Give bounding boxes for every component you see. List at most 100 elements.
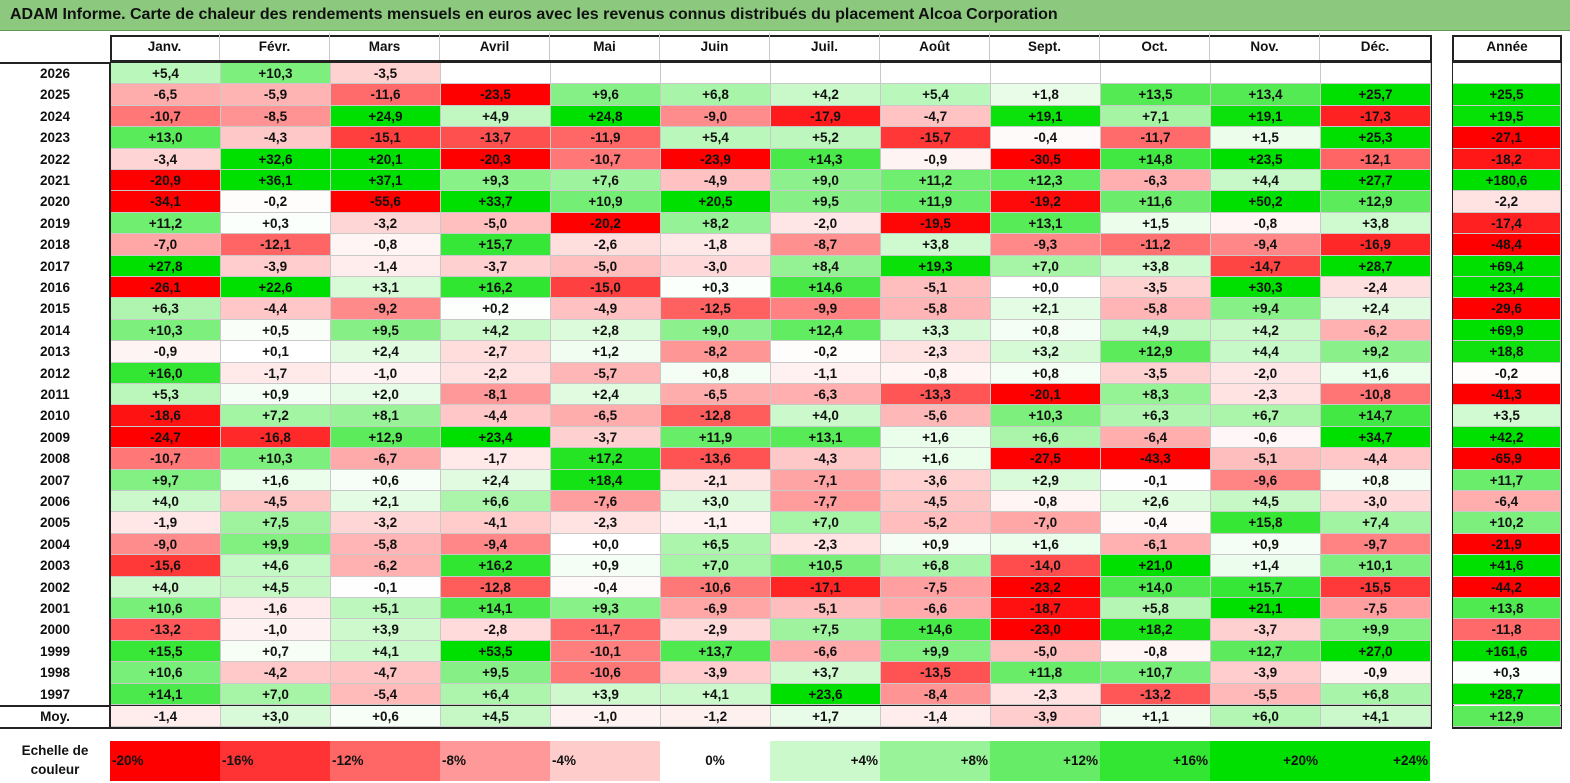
heatmap-cell: +9,3 [551,598,661,620]
year-total-cell: +0,3 [1453,662,1561,684]
heatmap-cell: +6,7 [1211,405,1321,427]
heatmap-cell: +6,8 [1321,683,1431,705]
color-scale-step: +16% [1100,741,1210,782]
heatmap-cell: +3,0 [661,491,771,513]
heatmap-cell: +7,6 [551,170,661,192]
heatmap-cell: -23,9 [661,148,771,170]
heatmap-cell: -4,7 [881,105,991,128]
row-year-label: 2022 [39,151,71,167]
heatmap-cell: -0,8 [881,362,991,384]
heatmap-cell: +9,3 [441,170,551,192]
year-total-cell: +18,8 [1453,341,1561,363]
heatmap-cell: -7,0 [111,234,221,256]
heatmap-cell [991,63,1101,85]
heatmap-cell [1321,63,1431,85]
heatmap-cell: +17,2 [551,448,661,470]
heatmap-cell: +23,6 [771,683,881,705]
year-total-cell: -0,2 [1453,362,1561,384]
heatmap-cell: +4,1 [331,640,441,663]
heatmap-cell: -0,9 [111,341,221,363]
heatmap-cell: -6,2 [331,555,441,577]
heatmap-cell: -4,5 [881,491,991,513]
heatmap-cell: +3,9 [331,619,441,641]
heatmap-cell: +1,6 [991,533,1101,556]
heatmap-cell: +4,6 [221,555,331,577]
heatmap-cell: +0,2 [441,298,551,320]
year-total-cell: +69,9 [1453,319,1561,342]
heatmap-cell: -1,6 [221,598,331,620]
heatmap-cell: -7,5 [881,576,991,598]
heatmap-cell: -0,2 [771,341,881,363]
heatmap-cell: -20,3 [441,148,551,170]
heatmap-cell: -8,1 [441,384,551,406]
average-cell: -1,2 [661,706,771,728]
heatmap-cell: +28,7 [1321,255,1431,277]
heatmap-cell: +20,5 [661,191,771,213]
heatmap-cell: +50,2 [1211,191,1321,213]
row-year-label: 1997 [39,686,71,702]
heatmap-cell: +8,2 [661,212,771,235]
heatmap-cell: +4,2 [771,84,881,106]
heatmap-cell: +1,4 [1211,555,1321,577]
heatmap-cell: -16,9 [1321,234,1431,256]
heatmap-cell: +1,5 [1211,127,1321,149]
heatmap-cell: -8,4 [881,683,991,705]
color-scale-step: +20% [1210,741,1320,782]
heatmap-cell: -3,5 [1101,362,1211,384]
heatmap-cell: -10,1 [551,640,661,663]
heatmap-cell: -3,0 [1321,491,1431,513]
heatmap-cell: +4,9 [441,105,551,128]
row-year-label: 1998 [39,665,71,681]
heatmap-cell: -11,7 [551,619,661,641]
year-total-cell: +41,6 [1453,555,1561,577]
heatmap-cell: -6,6 [771,640,881,663]
heatmap-cell: -43,3 [1101,448,1211,470]
heatmap-cell: -9,0 [111,533,221,556]
heatmap-cell: -5,6 [881,405,991,427]
heatmap-cell: +1,2 [551,341,661,363]
heatmap-cell: +5,1 [331,598,441,620]
heatmap-cell: +3,8 [881,234,991,256]
heatmap-cell: +25,3 [1321,127,1431,149]
heatmap-cell: +8,1 [331,405,441,427]
heatmap-cell: -15,6 [111,555,221,577]
heatmap-cell: +5,8 [1101,598,1211,620]
heatmap-cell: +16,2 [441,277,551,299]
heatmap-cell: -5,1 [1211,448,1321,470]
heatmap-cell: +9,9 [1321,619,1431,641]
heatmap-cell: -20,2 [551,212,661,235]
heatmap-cell: -11,7 [1101,127,1211,149]
heatmap-cell: -6,2 [1321,319,1431,342]
heatmap-cell [441,63,551,85]
heatmap-cell: +7,0 [221,683,331,705]
heatmap-cell: +5,4 [111,63,221,85]
heatmap-cell: -0,9 [1321,662,1431,684]
heatmap-cell: +4,0 [111,576,221,598]
heatmap-cell: +9,9 [881,640,991,663]
heatmap-cell: -4,9 [661,170,771,192]
heatmap-cell: +19,3 [881,255,991,277]
heatmap-cell: +10,3 [221,448,331,470]
heatmap-cell: -3,2 [331,512,441,534]
heatmap-cell: +14,8 [1101,148,1211,170]
heatmap-cell [1211,63,1321,85]
month-header: Févr. [220,33,330,60]
heatmap-cell: +13,1 [771,426,881,449]
heatmap-cell: +13,1 [991,212,1101,235]
heatmap-cell: -16,8 [221,426,331,449]
heatmap-cell: +3,7 [771,662,881,684]
heatmap-cell: +9,6 [551,84,661,106]
heatmap-cell: +4,1 [661,683,771,705]
row-year-label: 2026 [39,66,71,81]
heatmap-cell: -0,8 [1101,640,1211,663]
heatmap-cell: -10,6 [551,662,661,684]
heatmap-cell: -4,9 [551,298,661,320]
heatmap-cell: -2,0 [771,212,881,235]
heatmap-cell: +4,4 [1211,341,1321,363]
heatmap-cell: -13,2 [1101,683,1211,705]
heatmap-cell [771,63,881,85]
year-total-cell: +42,2 [1453,426,1561,449]
heatmap-cell: -12,1 [1321,148,1431,170]
heatmap-cell: +11,2 [881,170,991,192]
heatmap-cell [881,63,991,85]
